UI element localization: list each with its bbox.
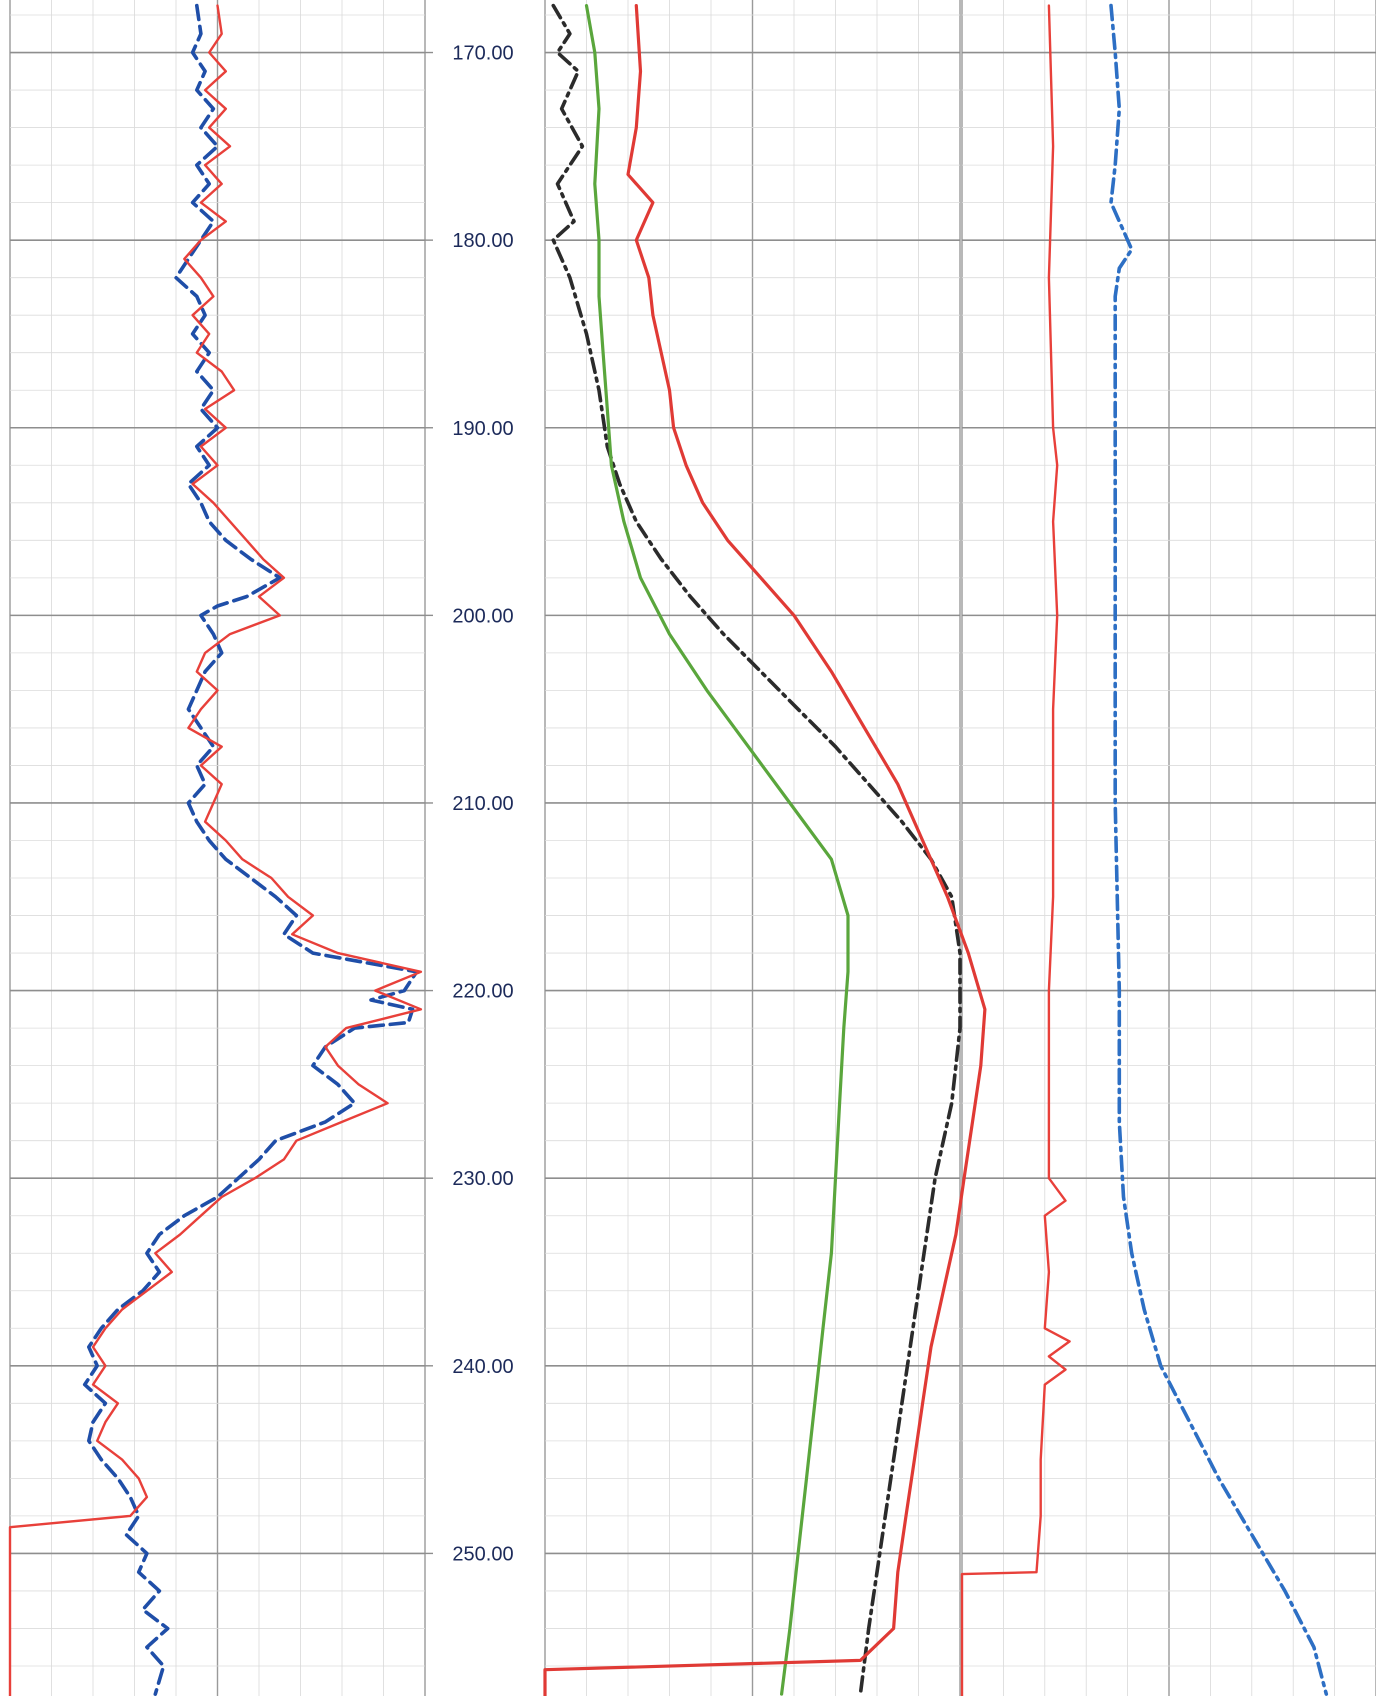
series-line-right-1	[1109, 3, 1329, 1696]
depth-tick-label: 240.00	[452, 1356, 513, 1378]
depth-tick-label: 220.00	[452, 981, 513, 1003]
depth-tick-label: 200.00	[452, 605, 513, 627]
series-line-middle-0	[551, 3, 962, 1696]
series-line-middle-1	[584, 3, 850, 1696]
depth-tick-label: 170.00	[452, 43, 513, 65]
series-line-left-1	[8, 4, 423, 1696]
depth-tick-label: 250.00	[452, 1543, 513, 1565]
series-line-right-0	[960, 4, 1071, 1696]
depth-tick-label: 230.00	[452, 1168, 513, 1190]
depth-tick-label: 180.00	[452, 230, 513, 252]
depth-tick-label: 190.00	[452, 418, 513, 440]
series-line-middle-2	[543, 3, 987, 1696]
depth-tick-label: 210.00	[452, 793, 513, 815]
series-line-left-0	[82, 3, 419, 1696]
